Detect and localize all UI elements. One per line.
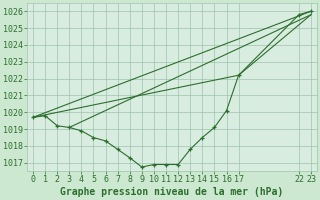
X-axis label: Graphe pression niveau de la mer (hPa): Graphe pression niveau de la mer (hPa) bbox=[60, 187, 284, 197]
